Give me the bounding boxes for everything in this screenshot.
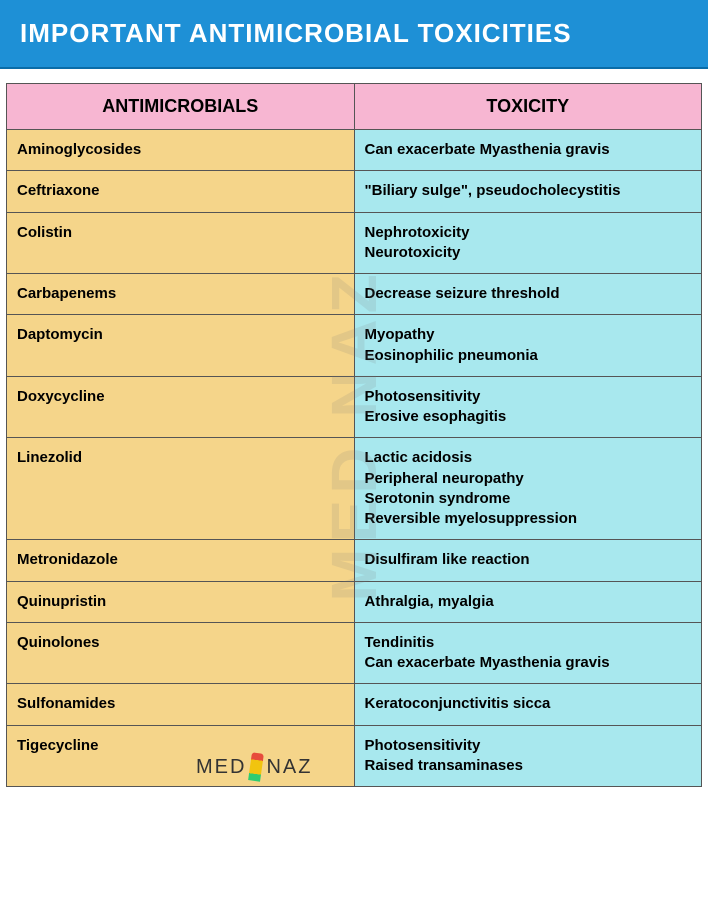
table-row: DoxycyclinePhotosensitivityErosive esoph… <box>7 376 702 438</box>
table-row: Aminoglycosides Can exacerbate Myasthenia… <box>7 130 702 171</box>
toxicity-line: Decrease seizure threshold <box>365 284 692 304</box>
drug-cell: Linezolid <box>7 438 355 540</box>
toxicity-cell: Keratoconjunctivitis sicca <box>354 684 702 725</box>
toxicity-line: Disulfiram like reaction <box>365 550 692 570</box>
toxicity-line: Erosive esophagitis <box>365 407 692 427</box>
toxicity-line: Eosinophilic pneumonia <box>365 346 692 366</box>
drug-cell: Carbapenems <box>7 274 355 315</box>
drug-cell: Daptomycin <box>7 315 355 377</box>
toxicity-cell: Decrease seizure threshold <box>354 274 702 315</box>
column-header-toxicity: TOXICITY <box>354 84 702 130</box>
toxicity-cell: Athralgia, myalgia <box>354 581 702 622</box>
toxicity-line: "Biliary sulge", pseudocholecystitis <box>365 181 692 201</box>
toxicity-line: Can exacerbate Myasthenia gravis <box>365 653 692 673</box>
drug-cell: Quinolones <box>7 622 355 684</box>
drug-cell: Colistin <box>7 212 355 274</box>
toxicity-cell: TendinitisCan exacerbate Myasthenia grav… <box>354 622 702 684</box>
toxicity-line: Neurotoxicity <box>365 243 692 263</box>
toxicity-cell: MyopathyEosinophilic pneumonia <box>354 315 702 377</box>
toxicity-line: Nephrotoxicity <box>365 223 692 243</box>
table-row: ColistinNephrotoxicityNeurotoxicity <box>7 212 702 274</box>
toxicity-cell: "Biliary sulge", pseudocholecystitis <box>354 171 702 212</box>
table-wrapper: MED NAZ ANTIMICROBIALS TOXICITY Aminogly… <box>6 83 702 787</box>
toxicity-cell: Disulfiram like reaction <box>354 540 702 581</box>
toxicity-line: Keratoconjunctivitis sicca <box>365 694 692 714</box>
table-row: LinezolidLactic acidosisPeripheral neuro… <box>7 438 702 540</box>
drug-cell: Aminoglycosides <box>7 130 355 171</box>
drug-cell: Quinupristin <box>7 581 355 622</box>
table-header-row: ANTIMICROBIALS TOXICITY <box>7 84 702 130</box>
table-row: Quinupristin Athralgia, myalgia <box>7 581 702 622</box>
drug-cell: Doxycycline <box>7 376 355 438</box>
drug-cell: Ceftriaxone <box>7 171 355 212</box>
toxicity-table: ANTIMICROBIALS TOXICITY AminoglycosidesC… <box>6 83 702 787</box>
table-body: Aminoglycosides Can exacerbate Myasthenia… <box>7 130 702 787</box>
drug-cell: Tigecycline <box>7 725 355 787</box>
table-row: Sulfonamides Keratoconjunctivitis sicca <box>7 684 702 725</box>
drug-cell: Sulfonamides <box>7 684 355 725</box>
toxicity-line: Myopathy <box>365 325 692 345</box>
toxicity-cell: NephrotoxicityNeurotoxicity <box>354 212 702 274</box>
page-title: IMPORTANT ANTIMICROBIAL TOXICITIES <box>0 0 708 69</box>
table-row: QuinolonesTendinitisCan exacerbate Myast… <box>7 622 702 684</box>
toxicity-line: Can exacerbate Myasthenia gravis <box>365 140 692 160</box>
toxicity-line: Photosensitivity <box>365 387 692 407</box>
toxicity-cell: Can exacerbate Myasthenia gravis <box>354 130 702 171</box>
table-row: TigecyclinePhotosensitivityRaised transa… <box>7 725 702 787</box>
toxicity-cell: PhotosensitivityRaised transaminases <box>354 725 702 787</box>
toxicity-line: Lactic acidosis <box>365 448 692 468</box>
column-header-antimicrobials: ANTIMICROBIALS <box>7 84 355 130</box>
toxicity-line: Tendinitis <box>365 633 692 653</box>
toxicity-line: Photosensitivity <box>365 736 692 756</box>
toxicity-line: Reversible myelosuppression <box>365 509 692 529</box>
toxicity-cell: PhotosensitivityErosive esophagitis <box>354 376 702 438</box>
drug-cell: Metronidazole <box>7 540 355 581</box>
table-row: DaptomycinMyopathyEosinophilic pneumonia <box>7 315 702 377</box>
table-row: Ceftriaxone "Biliary sulge", pseudocholec… <box>7 171 702 212</box>
page-container: IMPORTANT ANTIMICROBIAL TOXICITIES MED N… <box>0 0 708 787</box>
toxicity-line: Athralgia, myalgia <box>365 592 692 612</box>
toxicity-cell: Lactic acidosisPeripheral neuropathySero… <box>354 438 702 540</box>
table-row: Carbapenems Decrease seizure threshold <box>7 274 702 315</box>
toxicity-line: Serotonin syndrome <box>365 489 692 509</box>
toxicity-line: Peripheral neuropathy <box>365 469 692 489</box>
toxicity-line: Raised transaminases <box>365 756 692 776</box>
table-row: Metronidazole Disulfiram like reaction <box>7 540 702 581</box>
